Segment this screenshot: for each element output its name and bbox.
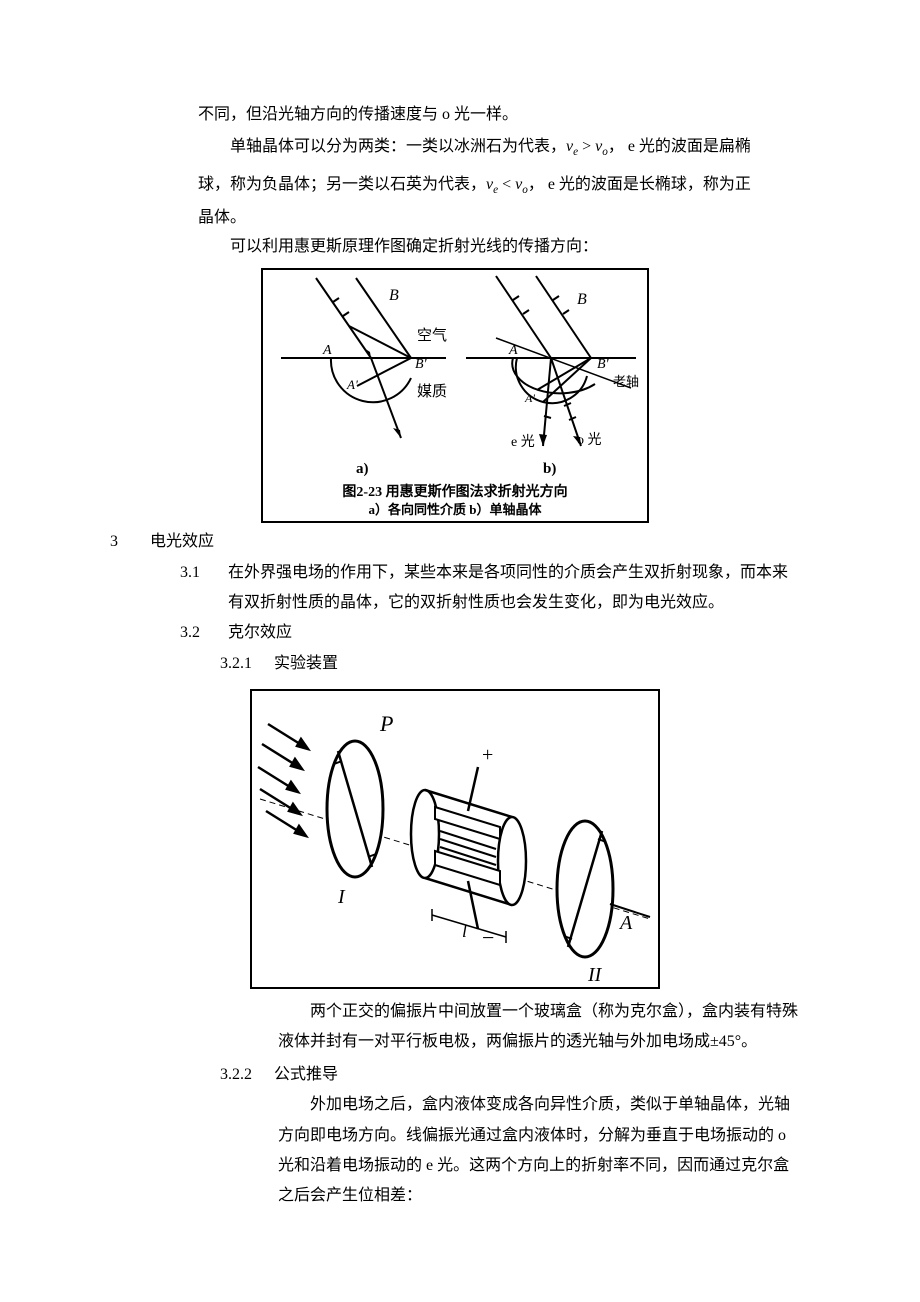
label-e-light: e 光 [511, 434, 535, 450]
label-Ap2: A' [524, 391, 535, 405]
text-run: 单轴晶体可以分为两类：一类以冰洲石为代表， [230, 138, 566, 155]
text-run: 球，称为负晶体；另一类以石英为代表， [198, 176, 486, 193]
subsubsection-number: 3.2.1 [220, 649, 274, 679]
label-plus: + [482, 744, 493, 766]
subsection-text: 在外界强电场的作用下，某些本来是各项同性的介质会产生双折射现象，而本来有双折射性… [228, 558, 800, 619]
huygens-diagram: B A B' 空气 媒质 A' a) [261, 268, 649, 523]
label-b: b) [543, 461, 556, 477]
paragraph: 两个正交的偏振片中间放置一个玻璃盒（称为克尔盒），盒内装有特殊液体并封有一对平行… [278, 997, 800, 1058]
math-op: < [498, 176, 515, 193]
text-run: ， e 光的波面是扁椭 [608, 138, 751, 155]
label-medium: 媒质 [417, 383, 447, 400]
label-Ap: A' [346, 377, 358, 392]
label-II: II [587, 964, 603, 986]
paragraph: 单轴晶体可以分为两类：一类以冰洲石为代表，ve > vo， e 光的波面是扁椭 [110, 132, 800, 163]
label-A: A [322, 343, 332, 358]
paragraph: 外加电场之后，盒内液体变成各向异性介质，类似于单轴晶体，光轴方向即电场方向。线偏… [278, 1090, 800, 1212]
figure-1: B A B' 空气 媒质 A' a) [110, 268, 800, 523]
section-3-2: 3.2 克尔效应 [180, 618, 800, 648]
math-op: > [578, 138, 595, 155]
paragraph: 可以利用惠更斯原理作图确定折射光线的传播方向： [110, 232, 800, 262]
paragraph: 球，称为负晶体；另一类以石英为代表，ve < vo， e 光的波面是长椭球，称为… [110, 170, 800, 201]
label-axis: 老轴 [613, 374, 639, 389]
label-o-light: o 光 [577, 432, 602, 448]
label-Bp2: B' [597, 357, 610, 372]
paragraph: 不同，但沿光轴方向的传播速度与 o 光一样。 [110, 100, 800, 130]
kerr-cell-diagram: P I + − [250, 689, 660, 989]
figure1-caption-2: a）各向同性介质 b）单轴晶体 [369, 502, 543, 517]
label-l: l [462, 921, 467, 941]
label-B2: B [577, 291, 587, 308]
subsubsection-title: 实验装置 [274, 649, 800, 679]
document-page: 不同，但沿光轴方向的传播速度与 o 光一样。 单轴晶体可以分为两类：一类以冰洲石… [0, 0, 920, 1302]
section-3-2-2: 3.2.2 公式推导 [220, 1060, 800, 1090]
subsubsection-number: 3.2.2 [220, 1060, 274, 1090]
section-3-1: 3.1 在外界强电场的作用下，某些本来是各项同性的介质会产生双折射现象，而本来有… [180, 558, 800, 619]
section-number: 3 [110, 527, 150, 557]
label-B: B [389, 287, 399, 304]
section-title: 电光效应 [150, 527, 800, 557]
subsection-title: 克尔效应 [228, 618, 800, 648]
label-I: I [337, 886, 346, 908]
subsection-number: 3.2 [180, 618, 228, 648]
label-Bp: B' [415, 357, 428, 372]
label-a: a) [356, 461, 369, 477]
subsubsection-title: 公式推导 [274, 1060, 800, 1090]
label-minus: − [482, 925, 494, 950]
label-P: P [379, 711, 393, 736]
text-run: ， e 光的波面是长椭球，称为正 [528, 176, 751, 193]
label-air: 空气 [417, 327, 447, 344]
figure1-caption-1: 图2-23 用惠更斯作图法求折射光方向 [342, 483, 567, 500]
subsection-number: 3.1 [180, 558, 228, 619]
section-3-2-1: 3.2.1 实验装置 [220, 649, 800, 679]
paragraph: 晶体。 [110, 203, 800, 233]
label-A-polarizer: A [618, 912, 633, 934]
section-3: 3 电光效应 [110, 527, 800, 557]
figure-2: P I + − [110, 689, 800, 989]
